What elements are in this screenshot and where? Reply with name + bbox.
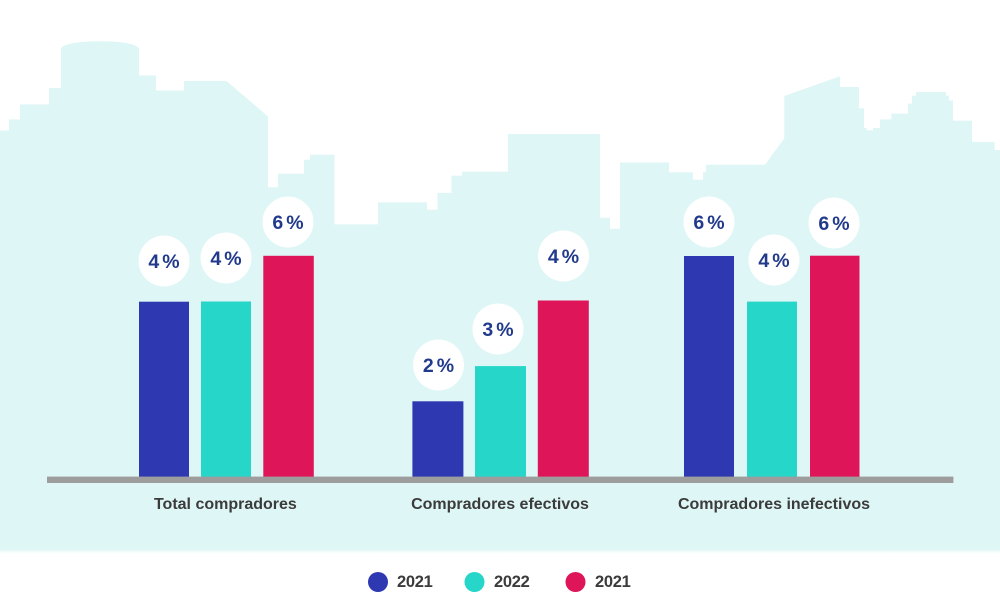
svg-text:Total compradores: Total compradores	[154, 496, 297, 513]
svg-text:6%: 6%	[818, 213, 849, 235]
svg-text:2021: 2021	[397, 573, 433, 591]
svg-text:4%: 4%	[210, 248, 241, 270]
svg-text:4%: 4%	[548, 246, 579, 268]
svg-text:2021: 2021	[595, 573, 631, 591]
svg-text:2022: 2022	[494, 573, 530, 591]
svg-text:3%: 3%	[482, 319, 513, 341]
svg-text:6%: 6%	[272, 212, 303, 234]
svg-text:6%: 6%	[693, 212, 724, 234]
svg-text:4%: 4%	[758, 250, 789, 272]
svg-text:Compradores efectivos: Compradores efectivos	[411, 496, 589, 513]
svg-text:2%: 2%	[423, 355, 454, 377]
svg-text:Compradores inefectivos: Compradores inefectivos	[678, 496, 870, 513]
svg-text:4%: 4%	[148, 251, 179, 273]
